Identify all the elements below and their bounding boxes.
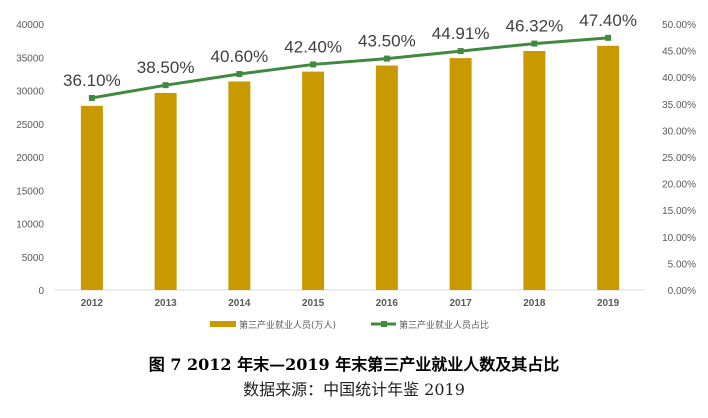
line-marker <box>383 55 390 62</box>
y-left-tick-label: 10000 <box>16 220 44 231</box>
bar <box>597 45 620 290</box>
y-right-tick-label: 20.00% <box>662 180 696 191</box>
bar <box>302 71 325 290</box>
legend-label-line: 第三产业就业人员占比 <box>399 319 489 331</box>
bar <box>80 105 103 290</box>
bar <box>228 81 251 290</box>
y-left-tick-label: 30000 <box>16 87 44 98</box>
data-label: 38.50% <box>137 58 195 77</box>
legend-swatch-line-marker <box>381 321 387 327</box>
y-right-tick-label: 10.00% <box>662 233 696 244</box>
y-left-tick-label: 15000 <box>16 186 44 197</box>
y-right-tick-label: 15.00% <box>662 206 696 217</box>
legend: 第三产业就业人员(万人) 第三产业就业人员占比 <box>210 319 489 331</box>
axes-layer: 0 5000 10000 15000 20000 25000 30000 35000 40000… <box>16 20 696 309</box>
y-left-tick-label: 40000 <box>16 20 44 31</box>
line-marker <box>457 48 464 55</box>
y-right-tick-label: 30.00% <box>662 126 696 137</box>
y-left-tick-label: 0 <box>38 286 44 297</box>
y-right-tick-label: 45.00% <box>662 47 696 58</box>
legend-label-bar: 第三产业就业人员(万人) <box>239 319 336 331</box>
y-right-tick-label: 5.00% <box>668 259 696 270</box>
x-tick-label: 2016 <box>376 298 399 309</box>
y-right-tick-label: 0.00% <box>668 286 696 297</box>
line-marker <box>162 82 169 89</box>
bar <box>154 92 177 291</box>
combo-chart: 0 5000 10000 15000 20000 25000 30000 35000 40000… <box>16 11 696 331</box>
y-right-tick-label: 25.00% <box>662 153 696 164</box>
data-label: 42.40% <box>284 37 342 56</box>
data-label: 40.60% <box>211 47 269 66</box>
x-tick-label: 2012 <box>81 298 104 309</box>
figure-caption: 图 7 2012 年末—2019 年末第三产业就业人数及其占比 <box>148 355 560 374</box>
line-layer <box>88 34 612 101</box>
line-marker <box>310 61 317 68</box>
y-right-tick-label: 40.00% <box>662 73 696 84</box>
figure-source: 数据来源：中国统计年鉴 2019 <box>243 380 465 399</box>
bars-layer <box>80 45 620 291</box>
labels-layer: 36.10% 38.50% 40.60% 42.40% 43.50% 44.91% 46.3… <box>63 11 637 90</box>
bar <box>523 51 546 290</box>
data-label: 44.91% <box>432 24 490 43</box>
x-tick-label: 2015 <box>302 298 325 309</box>
x-tick-label: 2018 <box>523 298 546 309</box>
bar <box>449 58 472 291</box>
y-left-tick-label: 5000 <box>22 253 45 264</box>
y-left-tick-label: 35000 <box>16 53 44 64</box>
y-left-tick-label: 25000 <box>16 120 44 131</box>
x-tick-label: 2017 <box>450 298 473 309</box>
line-marker <box>88 94 95 101</box>
legend-swatch-bar <box>210 321 236 327</box>
line-series-path <box>91 36 609 100</box>
data-label: 46.32% <box>506 17 564 36</box>
data-label: 47.40% <box>579 11 637 30</box>
x-tick-label: 2014 <box>228 298 251 309</box>
x-tick-label: 2019 <box>597 298 620 309</box>
line-marker <box>236 71 243 78</box>
y-left-tick-label: 20000 <box>16 153 44 164</box>
data-label: 43.50% <box>358 32 416 51</box>
data-label: 36.10% <box>63 71 121 90</box>
line-marker <box>531 40 538 47</box>
y-right-tick-label: 35.00% <box>662 100 696 111</box>
y-right-tick-label: 50.00% <box>662 20 696 31</box>
x-tick-label: 2013 <box>155 298 178 309</box>
line-marker <box>605 34 612 41</box>
bar <box>375 65 398 290</box>
